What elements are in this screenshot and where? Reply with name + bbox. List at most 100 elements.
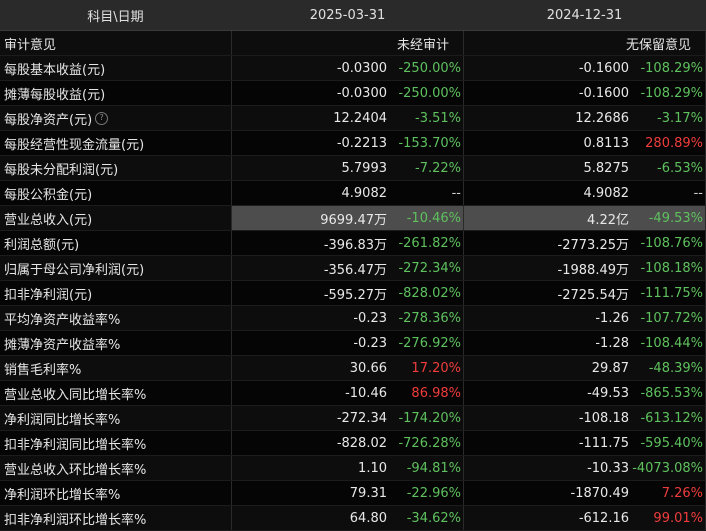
- metric-value: -1.28: [595, 335, 629, 351]
- row-label: 利润总额(元): [0, 231, 232, 255]
- row-label: 营业总收入环比增长率%: [0, 456, 232, 480]
- table-row[interactable]: 营业总收入(元) 9699.47万 -10.46% 4.22亿 -49.53%: [0, 206, 706, 231]
- table-row[interactable]: 平均净资产收益率% -0.23 -278.36% -1.26 -107.72%: [0, 306, 706, 331]
- value-cell-period-2: -612.16 99.01%: [464, 506, 706, 530]
- metric-value: 64.80: [349, 510, 387, 526]
- table-row[interactable]: 每股未分配利润(元) 5.7993 -7.22% 5.8275 -6.53%: [0, 156, 706, 181]
- table-row[interactable]: 营业总收入环比增长率% 1.10 -94.81% -10.33 -4073.08%: [0, 456, 706, 481]
- value-cell-period-1: 5.7993 -7.22%: [232, 156, 464, 180]
- row-label: 净利润环比增长率%: [0, 481, 232, 505]
- row-label: 平均净资产收益率%: [0, 306, 232, 330]
- value-cell-period-1: -828.02 -726.28%: [232, 431, 464, 455]
- change-percent: -6.53%: [657, 160, 703, 176]
- row-label: 摊薄净资产收益率%: [0, 331, 232, 355]
- table-row[interactable]: 营业总收入同比增长率% -10.46 86.98% -49.53 -865.53%: [0, 381, 706, 406]
- change-percent: -272.34%: [398, 260, 461, 276]
- table-row[interactable]: 净利润环比增长率% 79.31 -22.96% -1870.49 7.26%: [0, 481, 706, 506]
- value-cell-period-2: -49.53 -865.53%: [464, 381, 706, 405]
- metric-value: -612.16: [578, 510, 629, 526]
- row-label-text: 扣非净利润同比增长率%: [4, 437, 147, 453]
- change-percent: -595.40%: [640, 435, 703, 451]
- row-label: 净利润同比增长率%: [0, 406, 232, 430]
- header-period-2[interactable]: 2024-12-31: [464, 0, 706, 30]
- value-cell-period-1: 64.80 -34.62%: [232, 506, 464, 530]
- value-cell-period-1: -595.27万 -828.02%: [232, 281, 464, 305]
- change-percent: -108.44%: [640, 335, 703, 351]
- value-cell-period-2: -2773.25万 -108.76%: [464, 231, 706, 255]
- metric-value: 79.31: [349, 485, 387, 501]
- table-row[interactable]: 净利润同比增长率% -272.34 -174.20% -108.18 -613.12%: [0, 406, 706, 431]
- metric-value: -0.23: [353, 335, 387, 351]
- row-label-text: 摊薄每股收益(元): [4, 87, 106, 103]
- table-row[interactable]: 利润总额(元) -396.83万 -261.82% -2773.25万 -108.76%: [0, 231, 706, 256]
- metric-value: -0.23: [353, 310, 387, 326]
- row-label: 营业总收入同比增长率%: [0, 381, 232, 405]
- change-percent: -865.53%: [640, 385, 703, 401]
- change-percent: -108.29%: [640, 60, 703, 76]
- value-cell-period-1: -396.83万 -261.82%: [232, 231, 464, 255]
- table-row[interactable]: 每股公积金(元) 4.9082 -- 4.9082 --: [0, 181, 706, 206]
- value-cell-period-2: 4.9082 --: [464, 181, 706, 205]
- change-percent: -250.00%: [398, 85, 461, 101]
- metric-value: 4.9082: [583, 185, 630, 201]
- table-row[interactable]: 每股经营性现金流量(元) -0.2213 -153.70% 0.8113 280.89%: [0, 131, 706, 156]
- value-cell-period-1: -356.47万 -272.34%: [232, 256, 464, 280]
- value-cell-period-2: 12.2686 -3.17%: [464, 106, 706, 130]
- value-cell-period-2: -111.75 -595.40%: [464, 431, 706, 455]
- value-cell-period-1: 79.31 -22.96%: [232, 481, 464, 505]
- value-cell-period-2: -108.18 -613.12%: [464, 406, 706, 430]
- change-percent: -108.76%: [640, 235, 703, 251]
- table-row[interactable]: 每股净资产(元)? 12.2404 -3.51% 12.2686 -3.17%: [0, 106, 706, 131]
- metric-value: -2725.54万: [557, 287, 629, 303]
- row-label-text: 每股净资产(元): [4, 112, 93, 128]
- table-header: 科目\日期 2025-03-31 2024-12-31: [0, 0, 706, 31]
- row-label-text: 每股未分配利润(元): [4, 162, 119, 178]
- value-cell-period-2: -0.1600 -108.29%: [464, 81, 706, 105]
- value-cell-period-1: -0.0300 -250.00%: [232, 81, 464, 105]
- audit-opinion-period-2: 无保留意见: [464, 31, 706, 55]
- table-row[interactable]: 摊薄每股收益(元) -0.0300 -250.00% -0.1600 -108.29%: [0, 81, 706, 106]
- change-percent: -3.17%: [657, 110, 703, 126]
- row-label-text: 销售毛利率%: [4, 362, 82, 378]
- change-percent: -828.02%: [398, 285, 461, 301]
- value-cell-period-1: 1.10 -94.81%: [232, 456, 464, 480]
- question-circle-icon[interactable]: ?: [95, 111, 109, 125]
- table-row[interactable]: 扣非净利润环比增长率% 64.80 -34.62% -612.16 99.01%: [0, 506, 706, 531]
- row-label: 销售毛利率%: [0, 356, 232, 380]
- row-label: 每股净资产(元)?: [0, 106, 232, 130]
- change-percent: -10.46%: [406, 210, 461, 226]
- change-percent: -613.12%: [640, 410, 703, 426]
- change-percent: 7.26%: [661, 485, 703, 501]
- header-period-1[interactable]: 2025-03-31: [232, 0, 464, 30]
- row-label-text: 归属于母公司净利润(元): [4, 262, 145, 278]
- table-row[interactable]: 每股基本收益(元) -0.0300 -250.00% -0.1600 -108.29%: [0, 56, 706, 81]
- metric-value: -0.1600: [578, 60, 629, 76]
- table-row[interactable]: 销售毛利率% 30.66 17.20% 29.87 -48.39%: [0, 356, 706, 381]
- change-percent: -174.20%: [398, 410, 461, 426]
- value-cell-period-2: -2725.54万 -111.75%: [464, 281, 706, 305]
- header-subject-date[interactable]: 科目\日期: [0, 0, 232, 30]
- metric-value: -1988.49万: [557, 262, 629, 278]
- table-row[interactable]: 归属于母公司净利润(元) -356.47万 -272.34% -1988.49万 -10…: [0, 256, 706, 281]
- value-cell-period-2: 0.8113 280.89%: [464, 131, 706, 155]
- row-label-text: 营业总收入环比增长率%: [4, 462, 147, 478]
- row-label-text: 每股基本收益(元): [4, 62, 106, 78]
- metric-value: -10.46: [345, 385, 387, 401]
- change-percent: --: [451, 185, 461, 201]
- table-row[interactable]: 摊薄净资产收益率% -0.23 -276.92% -1.28 -108.44%: [0, 331, 706, 356]
- metric-value: 5.8275: [583, 160, 630, 176]
- row-label-text: 每股公积金(元): [4, 187, 93, 203]
- metric-value: -0.1600: [578, 85, 629, 101]
- table-row[interactable]: 扣非净利润(元) -595.27万 -828.02% -2725.54万 -111.75…: [0, 281, 706, 306]
- metric-value: -1870.49: [570, 485, 629, 501]
- table-row[interactable]: 扣非净利润同比增长率% -828.02 -726.28% -111.75 -595.40…: [0, 431, 706, 456]
- change-percent: 17.20%: [411, 360, 461, 376]
- row-label-text: 每股经营性现金流量(元): [4, 137, 145, 153]
- row-label-text: 营业总收入同比增长率%: [4, 387, 147, 403]
- row-label: 每股公积金(元): [0, 181, 232, 205]
- value-cell-period-1: 12.2404 -3.51%: [232, 106, 464, 130]
- row-label-text: 摊薄净资产收益率%: [4, 337, 121, 353]
- change-percent: -4073.08%: [632, 460, 703, 476]
- value-cell-period-1: -0.2213 -153.70%: [232, 131, 464, 155]
- value-cell-period-2: -1988.49万 -108.18%: [464, 256, 706, 280]
